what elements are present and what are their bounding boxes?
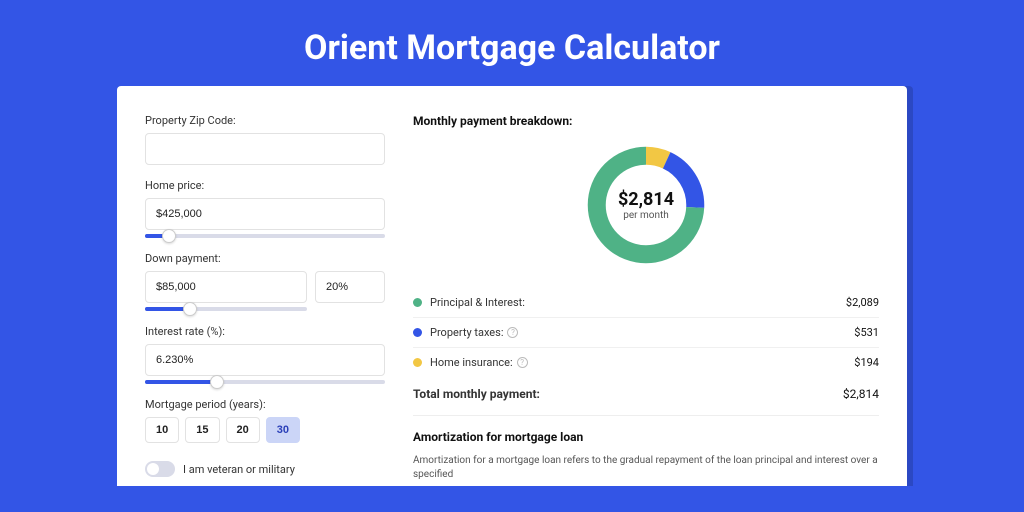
down-payment-field: Down payment: bbox=[145, 252, 385, 311]
donut-amount: $2,814 bbox=[618, 189, 674, 210]
interest-rate-field: Interest rate (%): bbox=[145, 325, 385, 384]
total-value: $2,814 bbox=[843, 387, 879, 401]
interest-rate-slider-thumb[interactable] bbox=[210, 375, 224, 389]
home-price-input[interactable] bbox=[145, 198, 385, 230]
mortgage-period-label: Mortgage period (years): bbox=[145, 398, 385, 411]
donut-center: $2,814 per month bbox=[581, 140, 711, 270]
mortgage-period-options: 1015 2030 bbox=[145, 417, 385, 443]
down-payment-input[interactable] bbox=[145, 271, 307, 303]
home-price-label: Home price: bbox=[145, 179, 385, 192]
zip-field: Property Zip Code: bbox=[145, 114, 385, 165]
home-price-field: Home price: bbox=[145, 179, 385, 238]
breakdown-title: Monthly payment breakdown: bbox=[413, 114, 879, 128]
amortization-title: Amortization for mortgage loan bbox=[413, 430, 879, 444]
down-payment-pct-input[interactable] bbox=[315, 271, 385, 303]
home-price-slider-thumb[interactable] bbox=[162, 229, 176, 243]
breakdown-value: $194 bbox=[854, 356, 879, 369]
breakdown-value: $531 bbox=[854, 326, 879, 339]
breakdown-row: Principal & Interest:$2,089 bbox=[413, 288, 879, 318]
total-label: Total monthly payment: bbox=[413, 387, 843, 401]
donut-chart: $2,814 per month bbox=[581, 140, 711, 270]
down-payment-slider-thumb[interactable] bbox=[183, 302, 197, 316]
zip-label: Property Zip Code: bbox=[145, 114, 385, 127]
down-payment-slider[interactable] bbox=[145, 307, 307, 311]
breakdown-label: Home insurance: ? bbox=[430, 356, 854, 369]
page-title: Orient Mortgage Calculator bbox=[0, 0, 1024, 86]
info-icon[interactable]: ? bbox=[517, 357, 528, 368]
amortization-text: Amortization for a mortgage loan refers … bbox=[413, 454, 879, 482]
breakdown-label: Property taxes: ? bbox=[430, 326, 854, 339]
breakdown-row: Property taxes: ?$531 bbox=[413, 318, 879, 348]
donut-chart-wrap: $2,814 per month bbox=[413, 140, 879, 270]
interest-rate-slider[interactable] bbox=[145, 380, 385, 384]
form-column: Property Zip Code: Home price: Down paym… bbox=[145, 114, 385, 486]
breakdown-column: Monthly payment breakdown: $2,814 per mo… bbox=[413, 114, 879, 486]
interest-rate-label: Interest rate (%): bbox=[145, 325, 385, 338]
zip-input[interactable] bbox=[145, 133, 385, 165]
veteran-field: I am veteran or military bbox=[145, 461, 385, 477]
veteran-label: I am veteran or military bbox=[183, 463, 295, 476]
period-button-30[interactable]: 30 bbox=[266, 417, 300, 443]
home-price-slider[interactable] bbox=[145, 234, 385, 238]
veteran-toggle-knob bbox=[147, 463, 159, 475]
interest-rate-slider-fill bbox=[145, 380, 217, 384]
breakdown-value: $2,089 bbox=[846, 296, 879, 309]
period-button-20[interactable]: 20 bbox=[226, 417, 260, 443]
legend-dot bbox=[413, 358, 422, 367]
down-payment-label: Down payment: bbox=[145, 252, 385, 265]
interest-rate-input[interactable] bbox=[145, 344, 385, 376]
period-button-10[interactable]: 10 bbox=[145, 417, 179, 443]
info-icon[interactable]: ? bbox=[507, 327, 518, 338]
donut-sub: per month bbox=[623, 210, 669, 221]
mortgage-period-field: Mortgage period (years): 1015 2030 bbox=[145, 398, 385, 443]
breakdown-label: Principal & Interest: bbox=[430, 296, 846, 309]
veteran-toggle[interactable] bbox=[145, 461, 175, 477]
legend-dot bbox=[413, 298, 422, 307]
calculator-card: Property Zip Code: Home price: Down paym… bbox=[117, 86, 907, 486]
period-button-15[interactable]: 15 bbox=[185, 417, 219, 443]
amortization-section: Amortization for mortgage loan Amortizat… bbox=[413, 415, 879, 482]
total-row: Total monthly payment: $2,814 bbox=[413, 377, 879, 415]
breakdown-row: Home insurance: ?$194 bbox=[413, 348, 879, 377]
legend-dot bbox=[413, 328, 422, 337]
